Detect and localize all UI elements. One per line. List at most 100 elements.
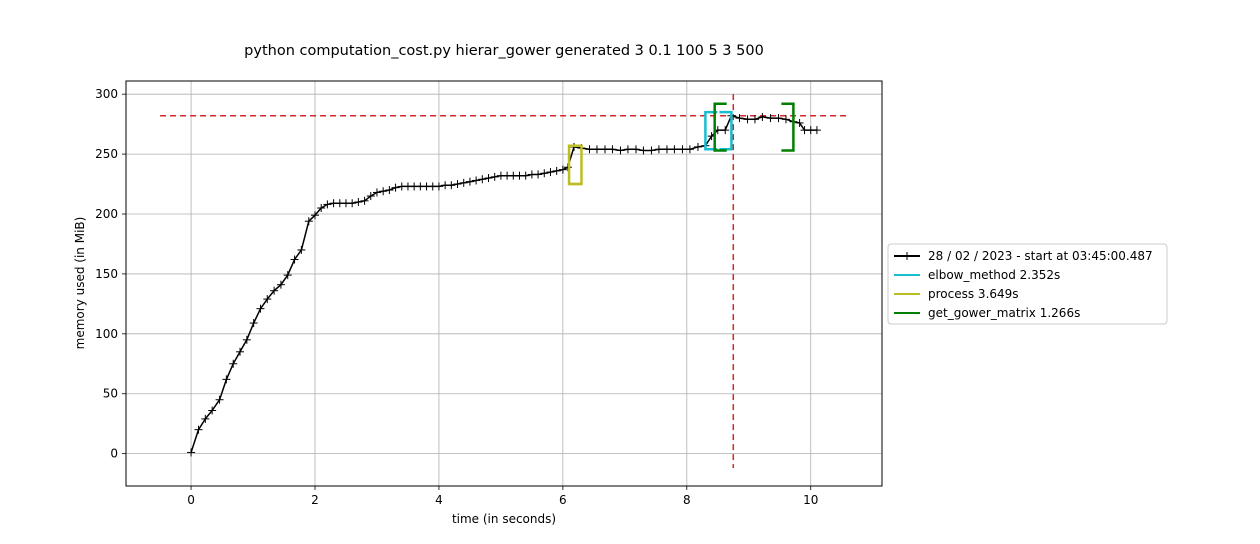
data-point-marker	[256, 304, 265, 313]
data-point-marker	[453, 180, 462, 189]
bracket-2	[713, 102, 795, 152]
legend-item: elbow_method 2.352s	[894, 268, 1060, 282]
data-point-marker	[735, 114, 744, 123]
data-point-marker	[721, 126, 730, 135]
legend-label: 28 / 02 / 2023 - start at 03:45:00.487	[928, 249, 1153, 263]
data-point-marker	[592, 145, 601, 154]
data-point-marker	[263, 295, 272, 304]
data-point-marker	[187, 448, 196, 457]
data-point-marker	[283, 271, 292, 280]
data-point-marker	[236, 347, 245, 356]
x-axis-label: time (in seconds)	[452, 512, 556, 526]
data-point-marker	[812, 126, 821, 135]
data-point-marker	[297, 245, 306, 254]
chart-title: python computation_cost.py hierar_gower …	[244, 43, 764, 59]
grid	[126, 81, 882, 486]
data-point-marker	[654, 145, 663, 154]
data-point-marker	[552, 166, 561, 175]
data-point-marker	[693, 142, 702, 151]
data-point-marker	[354, 198, 363, 207]
data-point-marker	[766, 114, 775, 123]
data-point-marker	[434, 182, 443, 191]
legend-label: elbow_method 2.352s	[928, 268, 1060, 282]
x-tick-label: 10	[803, 493, 818, 507]
bracket-1	[567, 144, 583, 186]
data-point-marker	[534, 170, 543, 179]
data-point-marker	[472, 176, 481, 185]
legend-label: get_gower_matrix 1.266s	[928, 306, 1080, 320]
data-point-marker	[662, 145, 671, 154]
data-point-marker	[242, 335, 251, 344]
data-point-marker	[323, 200, 332, 209]
data-point-marker	[678, 145, 687, 154]
data-point-marker	[478, 175, 487, 184]
y-axis-label: memory used (in MiB)	[73, 217, 87, 350]
x-tick-label: 2	[311, 493, 319, 507]
data-point-marker	[616, 146, 625, 155]
data-point-marker	[215, 395, 224, 404]
data-point-marker	[459, 178, 468, 187]
data-point-marker	[623, 145, 632, 154]
data-point-marker	[558, 165, 567, 174]
data-point-marker	[608, 145, 617, 154]
x-tick-label: 4	[435, 493, 443, 507]
data-point-marker	[670, 145, 679, 154]
data-point-marker	[585, 145, 594, 154]
data-point-marker	[249, 319, 258, 328]
data-point-marker	[774, 114, 783, 123]
data-point-marker	[639, 146, 648, 155]
bracket-open	[704, 110, 718, 151]
data-point-marker	[222, 375, 231, 384]
legend-box	[887, 243, 1168, 325]
bracket-close	[569, 144, 583, 186]
x-tick-label: 6	[559, 493, 567, 507]
data-point-marker	[194, 425, 203, 434]
y-tick-label: 150	[95, 267, 118, 281]
data-point-marker	[372, 188, 381, 197]
data-point-marker	[750, 115, 759, 124]
x-tick-label: 0	[187, 493, 195, 507]
data-point-marker	[311, 211, 319, 220]
data-point-marker	[276, 280, 285, 289]
y-tick-label: 250	[95, 147, 118, 161]
function-brackets	[567, 102, 795, 186]
data-point-marker	[229, 359, 238, 368]
x-tick-label: 8	[683, 493, 691, 507]
data-point-marker	[379, 187, 388, 196]
data-point-marker	[743, 115, 752, 124]
y-tick-label: 200	[95, 207, 118, 221]
data-point-marker	[208, 406, 217, 415]
data-point-marker	[366, 192, 375, 201]
data-point-marker	[631, 145, 640, 154]
data-point-marker	[484, 174, 493, 183]
data-point-marker	[290, 255, 299, 264]
legend-item: get_gower_matrix 1.266s	[894, 306, 1080, 320]
data-point-marker	[601, 145, 610, 154]
legend: 28 / 02 / 2023 - start at 03:45:00.487 el…	[887, 243, 1168, 325]
legend-item: 28 / 02 / 2023 - start at 03:45:00.487	[894, 249, 1153, 263]
data-point-marker	[521, 171, 530, 180]
data-point-marker	[465, 177, 474, 186]
legend-item: process 3.649s	[894, 287, 1019, 301]
y-tick-label: 0	[110, 447, 118, 461]
y-tick-label: 50	[103, 387, 118, 401]
data-point-marker	[795, 118, 804, 127]
data-point-marker	[781, 115, 790, 124]
bracket-open	[713, 102, 727, 152]
data-point-marker	[391, 183, 400, 192]
data-point-marker	[447, 181, 456, 190]
data-point-marker	[685, 145, 694, 154]
data-point-marker	[540, 169, 549, 178]
data-point-marker	[317, 204, 326, 213]
y-tick-label: 100	[95, 327, 118, 341]
data-point-marker	[270, 286, 279, 295]
legend-label: process 3.649s	[928, 287, 1019, 301]
bracket-close	[781, 102, 795, 152]
data-point-marker	[546, 168, 555, 177]
memory-series-line	[190, 114, 817, 453]
data-point-marker	[201, 414, 210, 423]
y-tick-label: 300	[95, 87, 118, 101]
data-point-marker	[360, 196, 369, 205]
plot-area-frame	[125, 80, 883, 487]
